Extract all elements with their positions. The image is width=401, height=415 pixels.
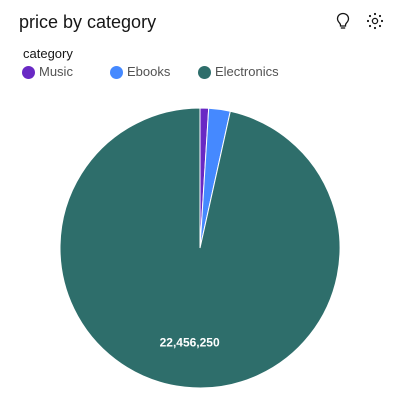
legend-dot-music (22, 65, 35, 79)
legend-dot-electronics (198, 65, 211, 79)
legend-item-music[interactable]: Music (22, 64, 110, 80)
chart-title: price by category (19, 12, 157, 32)
legend-title: category (23, 46, 73, 61)
legend-label-electronics: Electronics (215, 64, 279, 79)
pie-slice-electronics[interactable] (59, 107, 341, 389)
pie-label-electronics: 22,456,250 (160, 336, 220, 350)
legend-item-ebooks[interactable]: Ebooks (110, 64, 198, 80)
lightbulb-icon[interactable] (333, 11, 353, 31)
settings-dots-icon[interactable] (365, 11, 385, 31)
legend-item-electronics[interactable]: Electronics (198, 64, 279, 80)
legend-label-music: Music (39, 64, 73, 79)
chart-toolbar (333, 11, 385, 31)
legend-dot-ebooks (110, 65, 123, 79)
legend: Music Ebooks Electronics (22, 64, 279, 80)
legend-label-ebooks: Ebooks (127, 64, 171, 79)
